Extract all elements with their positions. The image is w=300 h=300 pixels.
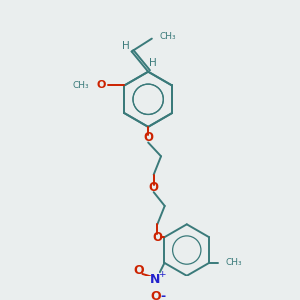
Text: O: O [97, 80, 106, 91]
Text: O: O [152, 231, 162, 244]
Text: +: + [158, 270, 166, 279]
Text: CH₃: CH₃ [73, 81, 89, 90]
Text: O: O [149, 181, 159, 194]
Text: H: H [149, 58, 157, 68]
Text: O: O [134, 264, 144, 277]
Text: H: H [122, 41, 130, 51]
Text: N: N [150, 273, 160, 286]
Text: O: O [143, 131, 153, 144]
Text: O: O [150, 290, 160, 300]
Text: CH₃: CH₃ [226, 258, 242, 267]
Text: -: - [160, 290, 165, 300]
Text: CH₃: CH₃ [159, 32, 176, 41]
